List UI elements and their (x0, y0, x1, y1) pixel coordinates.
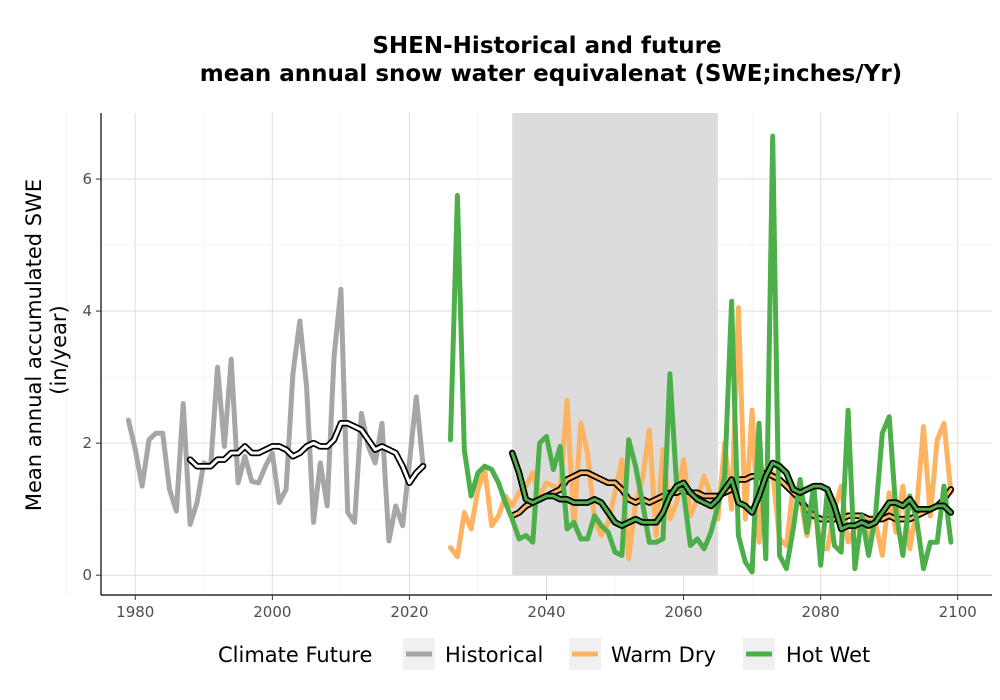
y-axis-title-line2: (in/year) (47, 305, 71, 394)
chart-title-line2: mean annual snow water equivalenat (SWE;… (200, 61, 902, 87)
legend-label-warm-dry: Warm Dry (611, 643, 716, 667)
x-tick-label: 2080 (802, 603, 840, 621)
axes: 1980 2000 2020 2040 2060 2080 2100 0 2 4 6 (82, 113, 992, 621)
y-tick-label: 0 (82, 566, 92, 584)
y-axis-title-line1: Mean annual accumulated SWE (22, 179, 46, 511)
chart-title-line1: SHEN-Historical and future (372, 33, 721, 59)
x-tick-label: 2060 (664, 603, 702, 621)
series-lines (125, 133, 955, 575)
legend: Climate Future Historical Warm Dry Hot Wet (218, 638, 870, 670)
legend-title: Climate Future (218, 643, 372, 667)
historical-smooth-line (188, 421, 425, 485)
historical-series-line (125, 286, 426, 544)
y-tick-label: 2 (82, 434, 92, 452)
y-tick-label: 4 (82, 302, 92, 320)
x-tick-label: 1980 (116, 603, 154, 621)
hot-wet-smooth-line (510, 451, 953, 531)
x-tick-label: 2040 (527, 603, 565, 621)
x-tick-label: 2100 (939, 603, 977, 621)
legend-label-hot-wet: Hot Wet (786, 643, 870, 667)
x-tick-label: 2020 (390, 603, 428, 621)
legend-label-historical: Historical (445, 643, 543, 667)
y-tick-label: 6 (82, 170, 92, 188)
hot-wet-series-line (448, 133, 954, 575)
x-tick-label: 2000 (253, 603, 291, 621)
